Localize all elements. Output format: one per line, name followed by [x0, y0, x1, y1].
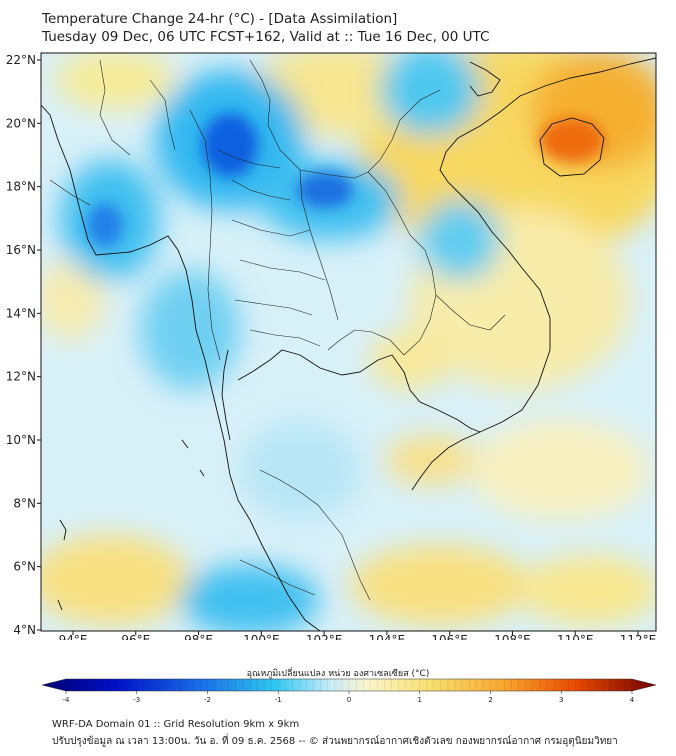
temperature-change-map: 22°N 20°N 18°N 16°N 14°N 12°N 10°N 8°N 6°N 4°N 94…: [6, 52, 657, 640]
lon-tick-label: 104°E: [369, 633, 406, 640]
lon-tick-label: 108°E: [494, 633, 531, 640]
latitude-axis: 22°N 20°N 18°N 16°N 14°N 12°N 10°N 8°N 6°N 4°N: [6, 53, 41, 637]
footer-credit: ปรับปรุงข้อมูล ณ เวลา 13:00น. วัน อ. ที่…: [52, 736, 618, 747]
lon-tick-label: 106°E: [431, 633, 468, 640]
lat-tick-label: 12°N: [6, 370, 36, 384]
colorbar-tick-label: 1: [418, 696, 422, 704]
colorbar-label: อุณหภูมิเปลี่ยนแปลง หน่วย องศาเซลเซียส (…: [246, 669, 430, 679]
map-border: [40, 52, 657, 632]
lon-tick-label: 110°E: [557, 633, 594, 640]
lon-tick-label: 98°E: [184, 633, 213, 640]
colorbar-minor-ticks: [65, 679, 633, 691]
colorbar-tick-label: 0: [347, 696, 351, 704]
colorbar-tick-label: 2: [488, 696, 492, 704]
lat-tick-label: 6°N: [13, 560, 36, 574]
colorbar: -4 -3 -2 -1 0 1 2 3 4: [41, 678, 657, 704]
lon-tick-label: 102°E: [306, 633, 343, 640]
lat-tick-label: 16°N: [6, 243, 36, 257]
country-borders: [49, 59, 506, 601]
lat-tick-label: 14°N: [6, 306, 36, 320]
lat-tick-label: 22°N: [6, 53, 36, 67]
colorbar-tick-label: -4: [63, 696, 71, 704]
lat-tick-label: 4°N: [13, 623, 36, 637]
map-subtitle: Tuesday 09 Dec, 06 UTC FCST+162, Valid a…: [42, 29, 490, 45]
longitude-axis: 94°E 96°E 98°E 100°E 102°E 104°E 106°E 108°E 110…: [59, 631, 657, 640]
lat-tick-label: 8°N: [13, 496, 36, 510]
temperature-field: [41, 53, 656, 631]
coastline: [41, 57, 656, 631]
colorbar-tick-label: -2: [204, 696, 211, 704]
colorbar-tick-label: -1: [275, 696, 282, 704]
colorbar-ticks: -4 -3 -2 -1 0 1 2 3 4: [63, 691, 635, 704]
lon-tick-label: 100°E: [243, 633, 280, 640]
lon-tick-label: 112°E: [620, 633, 657, 640]
colorbar-tick-label: 3: [559, 696, 563, 704]
footer-model-info: WRF-DA Domain 01 :: Grid Resolution 9km …: [52, 719, 300, 730]
lat-tick-label: 18°N: [6, 180, 36, 194]
lon-tick-label: 94°E: [59, 633, 88, 640]
map-title: Temperature Change 24-hr (°C) - [Data As…: [42, 11, 398, 27]
lat-tick-label: 10°N: [6, 433, 36, 447]
colorbar-tick-label: -3: [133, 696, 140, 704]
lon-tick-label: 96°E: [121, 633, 150, 640]
colorbar-tick-label: 4: [630, 696, 635, 704]
lat-tick-label: 20°N: [6, 116, 36, 130]
